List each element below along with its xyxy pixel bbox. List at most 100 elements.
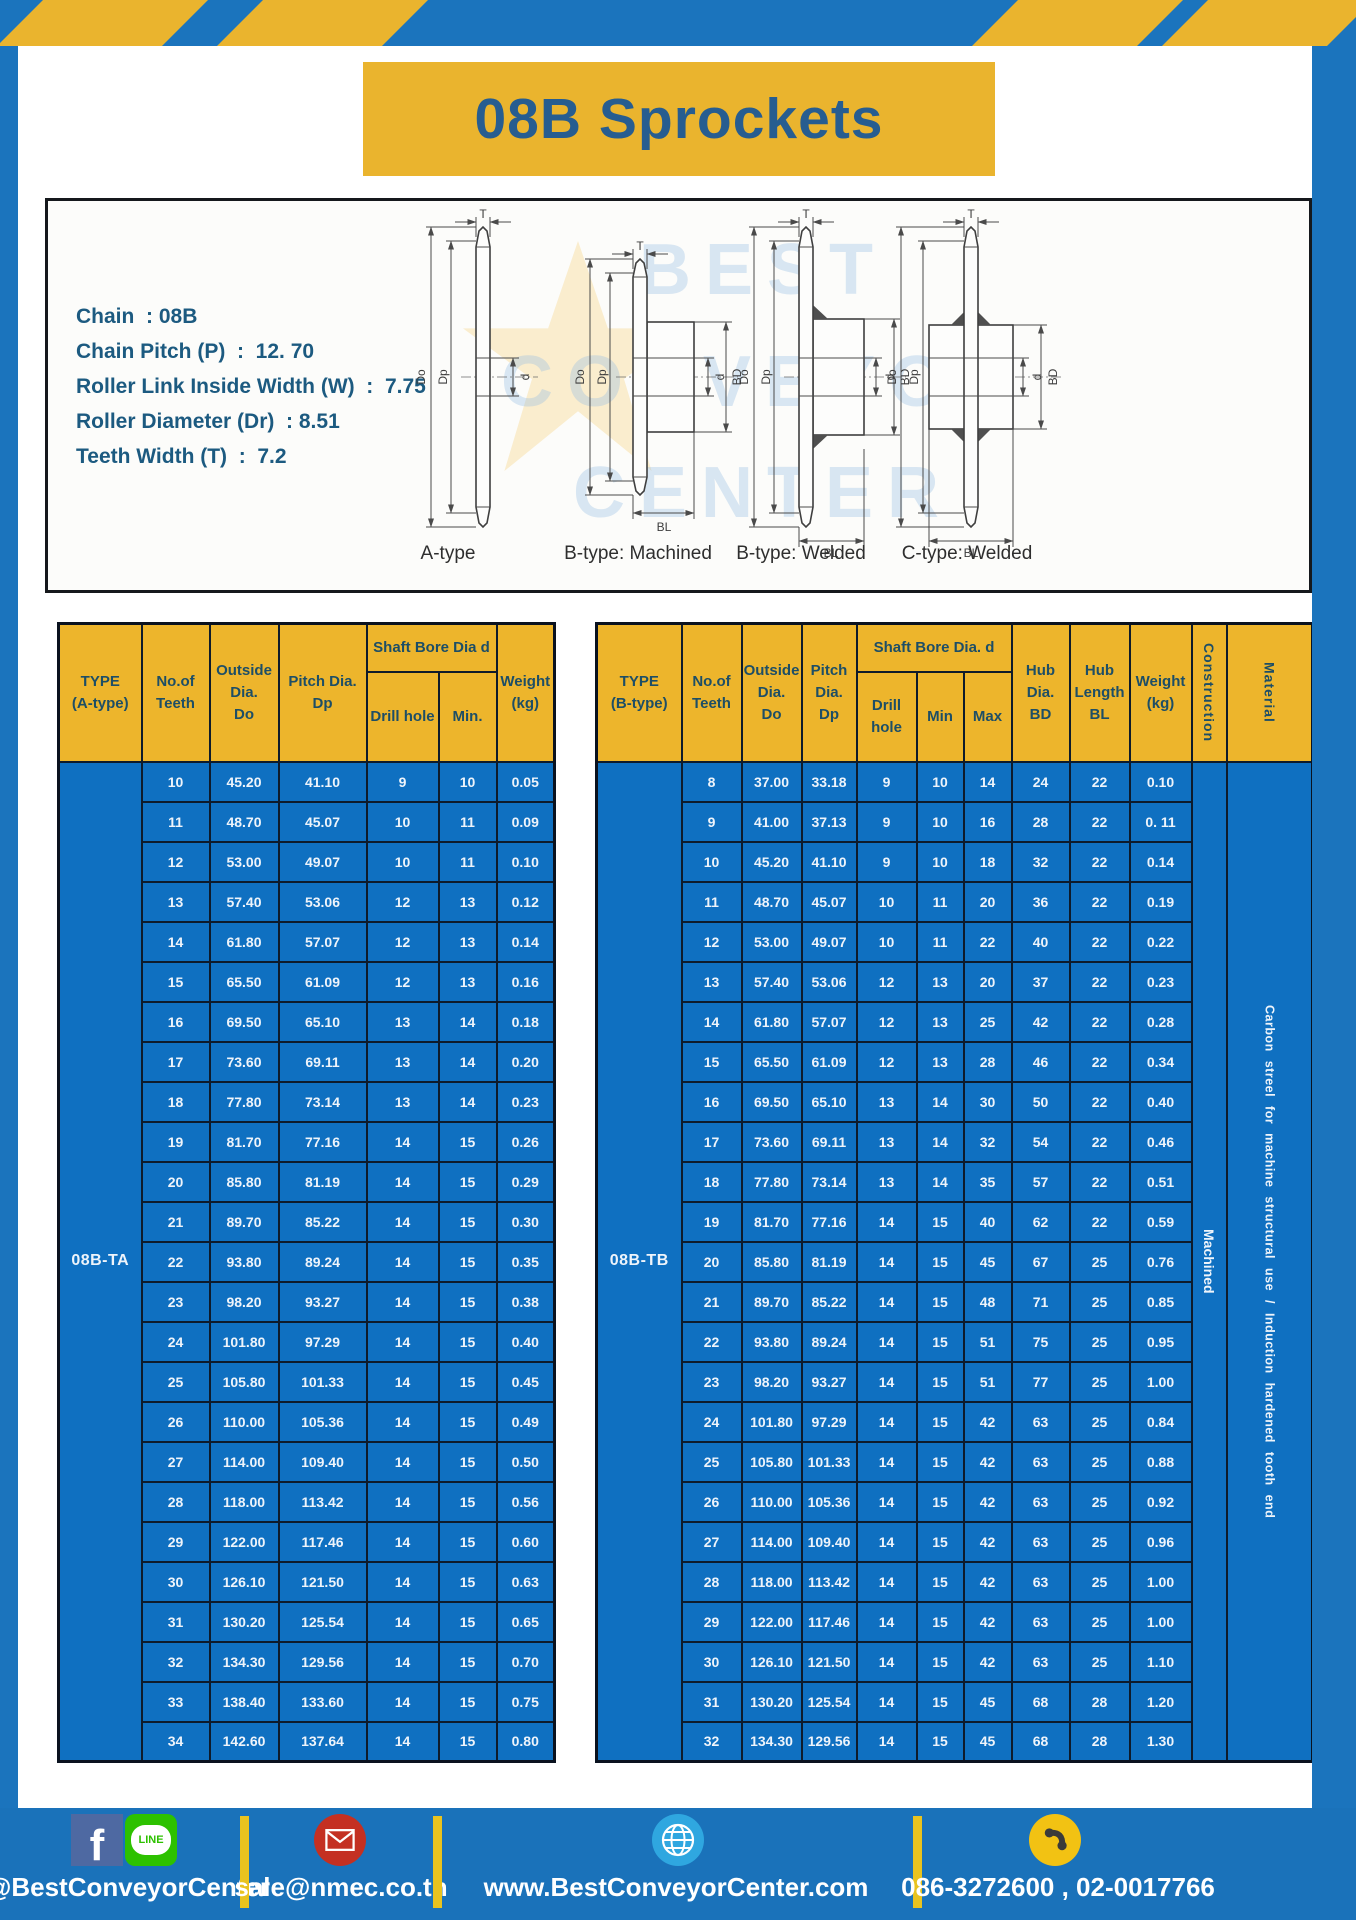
- table-cell: 89.70: [208, 1200, 280, 1243]
- table-cell: 10: [365, 840, 440, 883]
- table-cell: 57.40: [208, 880, 280, 923]
- table-cell: 1.30: [1128, 1720, 1193, 1763]
- table-cell: 45.20: [208, 760, 280, 803]
- table-cell: 9: [855, 840, 918, 883]
- table-cell: 113.42: [800, 1560, 858, 1603]
- table-cell: 24: [140, 1320, 211, 1363]
- table-cell: 0.30: [495, 1200, 556, 1243]
- table-cell: 14: [365, 1640, 440, 1683]
- table-row: 24 101.80 97.29 14 15 0.40: [59, 1320, 556, 1363]
- table-cell: 26: [140, 1400, 211, 1443]
- drawing-a-type: T Do Dp d: [414, 207, 538, 529]
- table-row: 19 81.70 77.16 14 15 40 62 22 0.59: [597, 1200, 1313, 1243]
- table-cell: 10: [855, 920, 918, 963]
- table-cell: 14: [365, 1480, 440, 1523]
- table-cell: 13: [915, 1000, 965, 1043]
- table-cell: 14: [855, 1720, 918, 1763]
- table-cell: 10: [680, 840, 743, 883]
- table-cell: 118.00: [208, 1480, 280, 1523]
- col-header-type-b: TYPE (B-type): [595, 622, 683, 763]
- col-header-type-a: TYPE (A-type): [57, 622, 143, 763]
- table-cell: 30: [140, 1560, 211, 1603]
- table-cell: 110.00: [208, 1400, 280, 1443]
- table-cell: 12: [365, 960, 440, 1003]
- table-cell: 42: [962, 1520, 1013, 1563]
- table-cell: 97.29: [800, 1400, 858, 1443]
- table-cell: 0.29: [495, 1160, 556, 1203]
- table-row: 22 93.80 89.24 14 15 0.35: [59, 1240, 556, 1283]
- table-cell: 14: [365, 1520, 440, 1563]
- table-cell: 0.70: [495, 1640, 556, 1683]
- table-cell: 34: [140, 1720, 211, 1763]
- table-cell: 14: [365, 1320, 440, 1363]
- table-cell: 0.51: [1128, 1160, 1193, 1203]
- table-cell: 22: [1068, 1000, 1131, 1043]
- col-header-min: Min: [915, 670, 965, 763]
- table-cell: 45: [962, 1240, 1013, 1283]
- table-cell: 0.23: [1128, 960, 1193, 1003]
- table-row: 20 85.80 81.19 14 15 0.29: [59, 1160, 556, 1203]
- table-cell: 73.14: [277, 1080, 368, 1123]
- table-cell: 61.09: [277, 960, 368, 1003]
- table-cell: 15: [915, 1440, 965, 1483]
- col-header-teeth: No.of Teeth: [680, 622, 743, 763]
- table-cell: 14: [365, 1400, 440, 1443]
- table-cell: 13: [855, 1120, 918, 1163]
- dim-label-do: Do: [885, 369, 899, 385]
- table-cell: 15: [915, 1480, 965, 1523]
- table-cell: 1.00: [1128, 1600, 1193, 1643]
- table-cell: 20: [962, 960, 1013, 1003]
- table-row: 22 93.80 89.24 14 15 51 75 25 0.95: [597, 1320, 1313, 1363]
- facebook-f-glyph: f: [89, 1820, 105, 1866]
- col-header-drill-hole: Drill hole: [855, 670, 918, 763]
- table-cell: 122.00: [740, 1600, 803, 1643]
- table-cell: 67: [1010, 1240, 1071, 1283]
- table-b-body: 08B-TB 8 37.00 33.18 9 10 14 24 22 0.10 Machined …: [595, 760, 1314, 1763]
- table-cell: 22: [1068, 920, 1131, 963]
- table-cell: 69.11: [277, 1040, 368, 1083]
- table-cell: 1.00: [1128, 1560, 1193, 1603]
- dim-label-t: T: [802, 207, 810, 221]
- dim-label-bl: BL: [824, 546, 839, 559]
- table-cell: 0.23: [495, 1080, 556, 1123]
- table-cell: 81.70: [208, 1120, 280, 1163]
- table-row: 27 114.00 109.40 14 15 42 63 25 0.96: [597, 1520, 1313, 1563]
- spec-line-roller: Roller Diameter (Dr) : 8.51: [76, 410, 340, 433]
- table-cell: 0.10: [1128, 760, 1193, 803]
- table-cell: 77: [1010, 1360, 1071, 1403]
- table-cell: 14: [855, 1640, 918, 1683]
- table-cell: 0.60: [495, 1520, 556, 1563]
- table-cell: 77.16: [800, 1200, 858, 1243]
- table-cell: 35: [962, 1160, 1013, 1203]
- table-cell: 10: [915, 760, 965, 803]
- table-cell: 10: [915, 840, 965, 883]
- table-cell: 53.06: [800, 960, 858, 1003]
- table-cell: 105.80: [740, 1440, 803, 1483]
- table-cell: 0.59: [1128, 1200, 1193, 1243]
- table-cell: 134.30: [208, 1640, 280, 1683]
- table-row: 29 122.00 117.46 14 15 0.60: [59, 1520, 556, 1563]
- page-right-border: [1312, 0, 1356, 1920]
- table-cell: 15: [915, 1200, 965, 1243]
- table-cell: 73.60: [740, 1120, 803, 1163]
- table-cell: 57: [1010, 1160, 1071, 1203]
- table-cell: 0.34: [1128, 1040, 1193, 1083]
- table-cell: 0.46: [1128, 1120, 1193, 1163]
- table-cell: 12: [855, 1040, 918, 1083]
- table-cell: 25: [1068, 1480, 1131, 1523]
- col-header-shaft-bore: Shaft Bore Dia d: [365, 622, 498, 673]
- table-cell: 15: [680, 1040, 743, 1083]
- table-cell: 15: [140, 960, 211, 1003]
- table-cell: 14: [365, 1680, 440, 1723]
- table-cell: 14: [365, 1240, 440, 1283]
- table-cell: 89.24: [277, 1240, 368, 1283]
- table-cell: 25: [1068, 1240, 1131, 1283]
- table-row: 16 69.50 65.10 13 14 30 50 22 0.40: [597, 1080, 1313, 1123]
- table-cell: 15: [437, 1720, 498, 1763]
- spec-line-width: Roller Link Inside Width (W) : 7.75: [76, 375, 426, 398]
- table-cell: 105.80: [208, 1360, 280, 1403]
- table-cell: 85.22: [800, 1280, 858, 1323]
- table-cell: 41.10: [277, 760, 368, 803]
- table-cell: 14: [855, 1680, 918, 1723]
- table-cell: 0.45: [495, 1360, 556, 1403]
